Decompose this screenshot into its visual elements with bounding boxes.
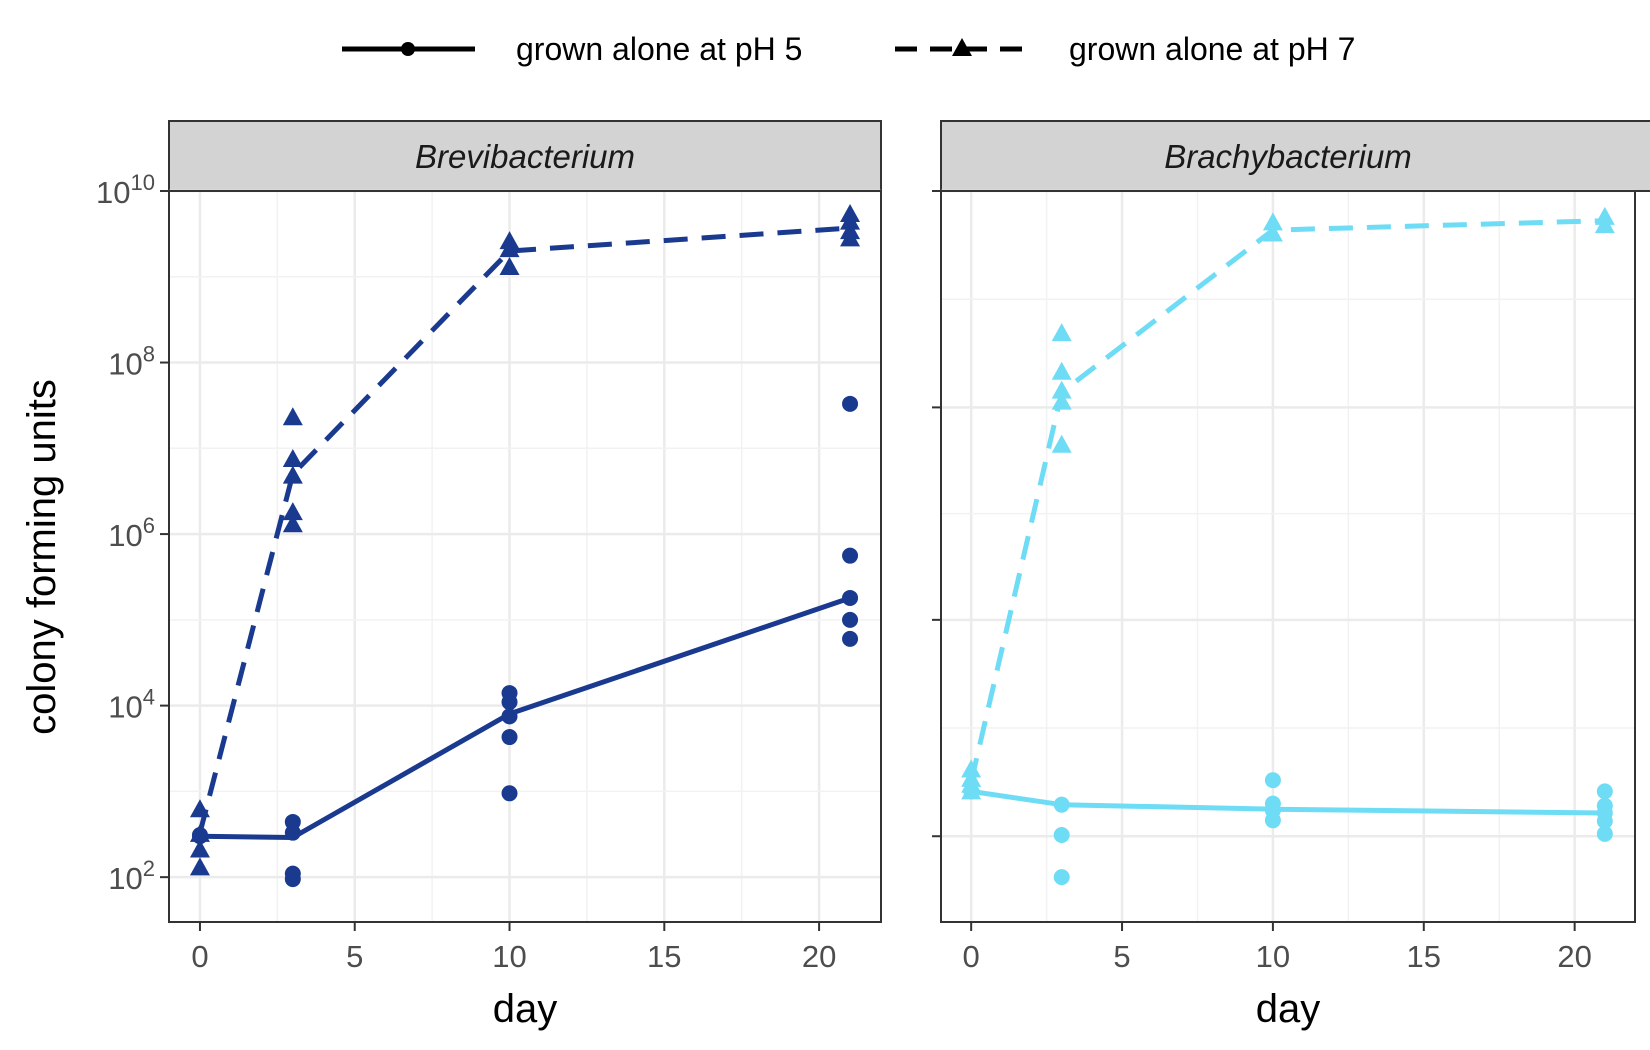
legend-item-ph5: grown alone at pH 5: [342, 31, 802, 67]
legend-label-ph7: grown alone at pH 7: [1069, 31, 1355, 67]
data-point-ph5: [501, 785, 518, 802]
data-point-ph7: [1051, 391, 1072, 410]
x-axis-label: day: [1256, 987, 1321, 1031]
data-point-ph7: [189, 823, 210, 842]
data-point-ph7: [961, 759, 982, 778]
y-tick-label: 1010: [96, 170, 155, 210]
x-tick-label: 20: [1557, 939, 1591, 974]
data-point-ph5: [842, 630, 859, 647]
data-point-ph7: [1262, 223, 1283, 242]
data-point-ph7: [189, 799, 210, 818]
data-point-ph7: [1051, 323, 1072, 342]
axes: 0 5 10 15 20: [932, 190, 1592, 974]
data-point-ph5: [1264, 812, 1281, 829]
data-point-ph5: [1596, 783, 1613, 800]
data-point-ph5: [1596, 813, 1613, 830]
plot-border: [168, 190, 882, 923]
grid: [941, 189, 1635, 922]
data-point-ph7: [282, 502, 303, 521]
x-tick-label: 10: [492, 939, 526, 974]
plot-area: [169, 191, 881, 922]
series-line-ph7: [197, 225, 851, 834]
x-axis-label: day: [493, 987, 558, 1031]
data-point-ph5: [1596, 825, 1613, 842]
legend-label-ph5: grown alone at pH 5: [516, 31, 802, 67]
data-point-ph7: [282, 449, 303, 468]
series-line-ph7: [968, 218, 1605, 783]
plot-border: [940, 190, 1636, 923]
data-point-ph7: [840, 211, 861, 230]
x-tick-label: 0: [963, 939, 980, 974]
data-point-ph7: [499, 256, 520, 275]
series-line-ph5: [970, 788, 1605, 816]
legend-key-ph5-marker: [401, 42, 415, 56]
panel-brevibacterium: Brevibacterium 0 5 10 15 201021041061081010 …: [20, 120, 882, 1031]
x-tick-label: 15: [647, 939, 681, 974]
panel-brachybacterium: Brachybacterium 0 5 10 15 20 day: [932, 120, 1650, 1031]
data-point-ph5: [284, 824, 301, 841]
data-point-ph5: [501, 729, 518, 746]
data-point-ph5: [842, 611, 859, 628]
data-point-ph7: [1051, 361, 1072, 380]
series-line-ph5: [199, 595, 851, 840]
data-point-ph7: [840, 228, 861, 247]
panel-strip: [940, 120, 1650, 192]
panel-strip: [168, 120, 882, 192]
data-point-ph5: [284, 871, 301, 888]
panel-title: Brachybacterium: [1164, 138, 1412, 175]
data-point-ph5: [1053, 827, 1070, 844]
legend-key-ph7-marker: [952, 38, 972, 56]
series-layer: [189, 203, 861, 888]
y-tick-label: 106: [108, 513, 155, 553]
data-point-ph7: [189, 857, 210, 876]
legend: grown alone at pH 5 grown alone at pH 7: [342, 31, 1355, 67]
data-point-ph5: [1264, 772, 1281, 789]
data-point-ph7: [189, 839, 210, 858]
y-tick-label: 102: [108, 856, 155, 896]
data-point-ph7: [282, 407, 303, 426]
x-tick-label: 5: [346, 939, 363, 974]
data-point-ph7: [961, 781, 982, 800]
x-tick-label: 20: [802, 939, 836, 974]
data-point-ph5: [842, 589, 859, 606]
data-point-ph7: [282, 465, 303, 484]
data-point-ph5: [501, 694, 518, 711]
data-point-ph5: [1053, 796, 1070, 813]
legend-item-ph7: grown alone at pH 7: [895, 31, 1355, 67]
series-layer: [961, 206, 1615, 886]
data-point-ph5: [842, 395, 859, 412]
x-tick-label: 10: [1256, 939, 1290, 974]
x-tick-label: 15: [1407, 939, 1441, 974]
data-point-ph5: [842, 547, 859, 564]
data-point-ph7: [1051, 380, 1072, 399]
panel-title: Brevibacterium: [415, 138, 635, 175]
data-point-ph7: [1594, 215, 1615, 234]
data-point-ph5: [501, 708, 518, 725]
x-tick-label: 5: [1113, 939, 1130, 974]
data-point-ph7: [499, 239, 520, 258]
y-axis-label: colony forming units: [20, 379, 64, 735]
x-tick-label: 0: [191, 939, 208, 974]
data-point-ph5: [1053, 869, 1070, 886]
axes: 0 5 10 15 20 102 104 106 108 1010: [96, 170, 836, 974]
data-point-ph7: [282, 514, 303, 533]
y-tick-label: 108: [108, 342, 155, 382]
data-point-ph7: [1051, 434, 1072, 453]
y-tick-label: 104: [108, 685, 155, 725]
data-point-ph7: [1262, 212, 1283, 231]
